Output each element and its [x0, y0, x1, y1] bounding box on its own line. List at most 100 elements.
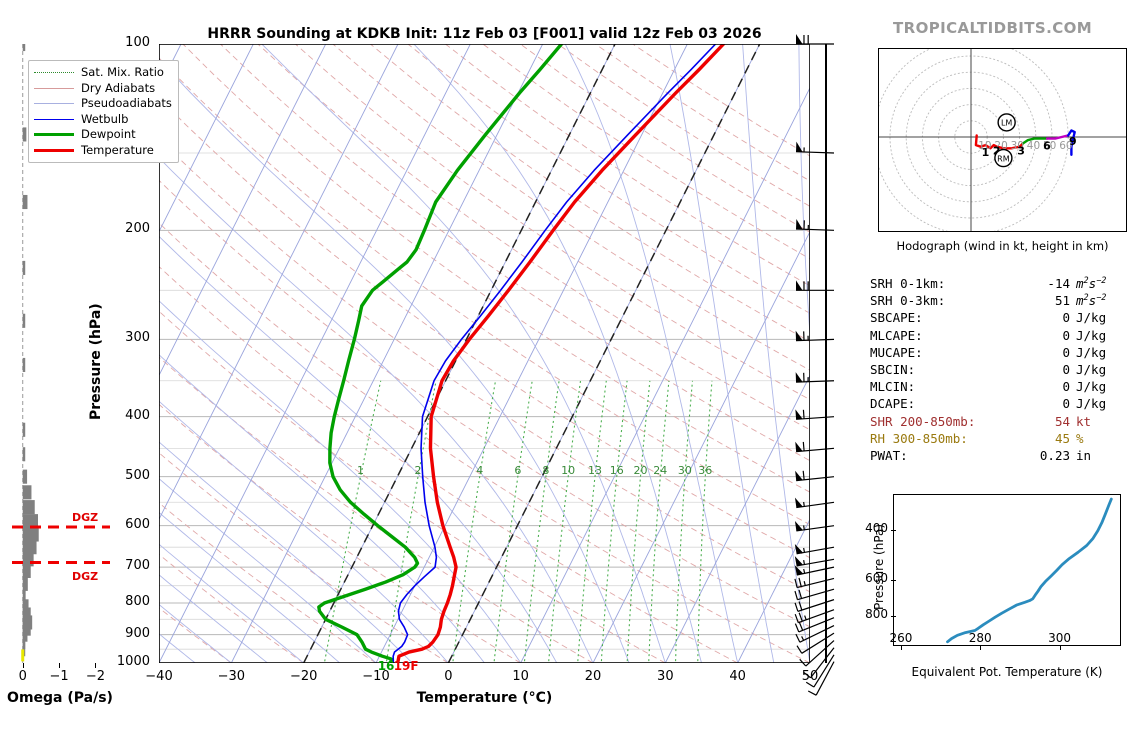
theta-e-y-axis-ticks: 400 600 800 — [860, 494, 896, 646]
theta-e-y-axis-label: Pressure (hPa) — [872, 523, 886, 610]
sounding-parameters: SRH 0-1km: -14 m2s−2 SRH 0-3km: 51 m2s−2 SBCAP… — [870, 276, 1130, 466]
svg-text:40: 40 — [1027, 140, 1040, 152]
skewt-x-tick: −20 — [289, 669, 318, 684]
param-value: 51 — [1054, 293, 1070, 309]
skewt-x-tick: −40 — [145, 669, 173, 684]
legend-swatch — [34, 118, 74, 120]
param-name: SHR 200-850mb: — [870, 413, 976, 429]
legend-swatch — [34, 133, 74, 137]
omega-x-tick: −1 — [49, 669, 69, 684]
legend-item: Temperature — [34, 143, 172, 159]
omega-x-axis-label: Omega (Pa/s) — [7, 690, 113, 706]
svg-text:RM: RM — [997, 154, 1010, 163]
theta-e-x-tick: 300 — [1048, 631, 1071, 645]
theta-e-y-tick: 600 — [865, 571, 888, 586]
param-value: -14 — [1047, 276, 1070, 291]
theta-e-x-tick: 280 — [968, 631, 992, 645]
skewt-y-tick: 1000 — [116, 654, 150, 669]
site-watermark: TROPICALTIDBITS.COM — [893, 19, 1093, 37]
skewt-y-tick: 400 — [125, 407, 150, 423]
legend-item: Pseudoadiabats — [34, 96, 172, 112]
param-value: 45 — [1054, 430, 1070, 446]
omega-tick-mark — [95, 663, 97, 668]
param-name: SBCIN: — [870, 362, 916, 377]
skewt-y-tick: 800 — [125, 594, 150, 609]
legend-label: Dewpoint — [81, 127, 136, 141]
skewt-plot — [159, 44, 810, 663]
param-name: MLCIN: — [870, 379, 916, 395]
param-value: 0 — [1062, 379, 1070, 395]
svg-text:1: 1 — [982, 146, 990, 159]
legend-swatch — [34, 148, 74, 152]
legend-swatch — [34, 103, 74, 105]
legend-item: Dry Adiabats — [34, 81, 172, 97]
param-name: MLCAPE: — [870, 327, 923, 343]
svg-text:60: 60 — [1059, 140, 1072, 152]
param-value: 0 — [1062, 362, 1070, 377]
hodograph-caption: Hodograph (wind in kt, height in km) — [896, 239, 1109, 253]
theta-e-tick-mark — [900, 645, 902, 650]
legend-item: Wetbulb — [34, 112, 172, 128]
skewt-y-tick: 600 — [125, 516, 150, 532]
param-row: DCAPE: 0 J/kg — [870, 396, 1130, 413]
param-row: SBCAPE: 0 J/kg — [870, 310, 1130, 327]
skewt-x-tick: 10 — [512, 669, 529, 684]
param-row: PWAT: 0.23 in — [870, 448, 1130, 465]
param-row: RH 300-850mb: 45% — [870, 431, 1130, 448]
param-unit: in — [1076, 448, 1092, 463]
param-unit: m2s−2 — [1076, 293, 1107, 309]
skewt-x-tick: 30 — [657, 669, 674, 684]
legend-swatch — [34, 87, 74, 89]
omega-tick-mark — [22, 663, 24, 668]
param-value: 0 — [1062, 344, 1070, 360]
omega-x-tick: −2 — [85, 669, 106, 684]
legend: Sat. Mix. Ratio Dry Adiabats Pseudoadiabat… — [28, 60, 179, 163]
theta-e-x-axis-label: Equivalent Pot. Temperature (K) — [911, 665, 1103, 679]
skewt-y-tick: 300 — [125, 330, 150, 346]
svg-text:LM: LM — [1001, 119, 1012, 128]
theta-e-tick-mark — [1059, 645, 1061, 650]
param-name: MUCAPE: — [870, 344, 923, 360]
page-title: HRRR Sounding at KDKB Init: 11z Feb 03 [… — [207, 26, 762, 42]
param-unit: J/kg — [1076, 379, 1107, 395]
omega-panel — [10, 44, 110, 663]
param-value: 0 — [1062, 310, 1070, 326]
legend-item: Sat. Mix. Ratio — [34, 65, 172, 81]
param-name: SBCAPE: — [870, 310, 923, 326]
param-name: DCAPE: — [870, 396, 916, 412]
param-unit: J/kg — [1076, 327, 1107, 343]
theta-e-y-tick: 400 — [865, 520, 888, 535]
theta-e-tick-mark — [980, 645, 982, 650]
param-row: SBCIN: 0 J/kg — [870, 362, 1130, 379]
theta-e-x-tick: 260 — [889, 631, 913, 645]
skewt-x-tick: 20 — [584, 669, 602, 684]
legend-label: Wetbulb — [81, 111, 129, 126]
svg-text:10: 10 — [978, 140, 991, 152]
skewt-y-axis-ticks: 100 200 300 400 500 600 700 800 900 1000 — [100, 35, 156, 669]
skewt-x-tick: 0 — [444, 669, 453, 684]
svg-text:6: 6 — [1043, 140, 1051, 153]
skewt-y-tick: 200 — [125, 221, 150, 237]
param-unit: J/kg — [1076, 396, 1107, 412]
svg-text:30: 30 — [1011, 140, 1024, 152]
theta-e-y-tick-mark — [891, 529, 896, 531]
param-unit: J/kg — [1076, 310, 1107, 326]
param-unit: kt — [1076, 413, 1092, 429]
param-name: PWAT: — [870, 448, 908, 463]
skewt-y-tick: 100 — [125, 35, 150, 50]
omega-x-tick: 0 — [18, 669, 27, 684]
param-row: MLCIN: 0 J/kg — [870, 379, 1130, 396]
legend-label: Pseudoadiabats — [81, 96, 172, 110]
skewt-y-tick: 700 — [125, 558, 150, 574]
theta-e-panel — [893, 494, 1121, 646]
svg-text:2: 2 — [993, 144, 1001, 157]
param-row: MUCAPE: 0 J/kg — [870, 345, 1130, 362]
param-row: SHR 200-850mb: 54 kt — [870, 414, 1130, 431]
theta-e-y-tick-mark — [891, 580, 896, 582]
param-unit: % — [1076, 430, 1084, 446]
param-row: MLCAPE: 0 J/kg — [870, 328, 1130, 345]
svg-text:50: 50 — [1043, 140, 1056, 152]
param-unit: J/kg — [1076, 362, 1107, 377]
skewt-x-tick: −10 — [362, 669, 390, 684]
skewt-y-tick: 900 — [125, 625, 150, 641]
